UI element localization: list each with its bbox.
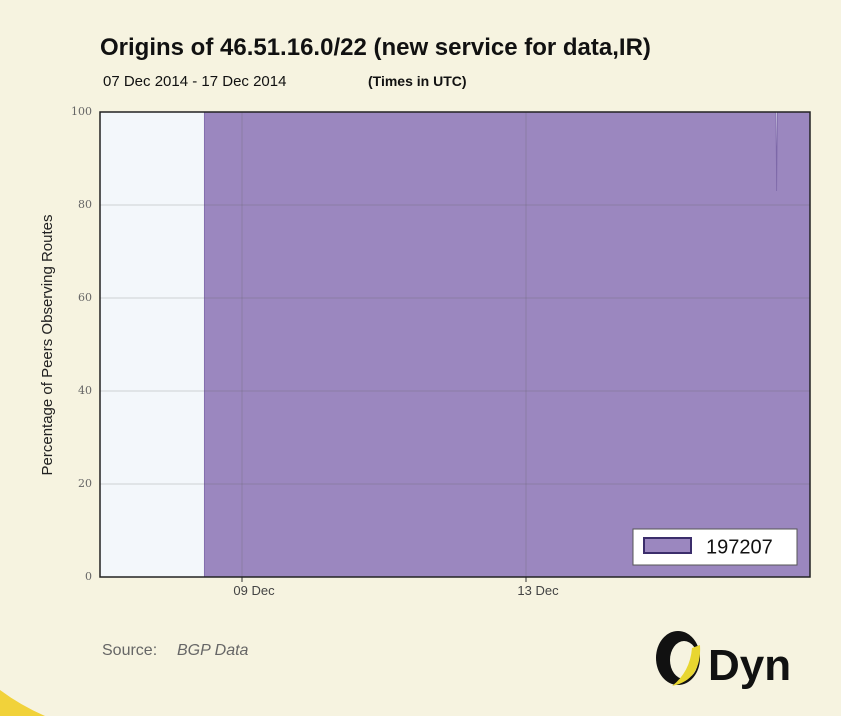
source-label: Source:	[102, 642, 157, 659]
decoration	[0, 690, 45, 716]
y-tick-label: 100	[71, 105, 92, 118]
chart-subtitle-note: (Times in UTC)	[368, 73, 467, 89]
y-tick-label: 40	[78, 384, 92, 397]
chart-title: Origins of 46.51.16.0/22 (new service fo…	[100, 34, 651, 61]
y-tick-label: 0	[85, 570, 92, 583]
y-tick-label: 20	[78, 477, 92, 490]
chart-subtitle: 07 Dec 2014 - 17 Dec 2014	[103, 73, 286, 90]
legend-swatch	[643, 537, 692, 554]
y-tick-label: 80	[78, 198, 92, 211]
legend: 197207	[632, 528, 798, 566]
brand-logo	[656, 631, 701, 686]
brand: Dyn	[708, 641, 791, 690]
source: BGP Data	[177, 642, 249, 659]
area	[203, 111, 811, 578]
legend-label: 197207	[706, 536, 773, 558]
y-axis-label: Percentage of Peers Observing Routes	[39, 215, 56, 476]
y-tick-label: 60	[78, 291, 92, 304]
logo-accent	[672, 645, 701, 686]
plot-border	[99, 111, 811, 578]
x-tick-label: 09 Dec	[233, 583, 275, 598]
x-tick-label: 13 Dec	[517, 583, 559, 598]
plot: 0 20 40 60 80 100 09 Dec 13 Dec	[71, 105, 811, 598]
legend-box	[632, 528, 798, 566]
